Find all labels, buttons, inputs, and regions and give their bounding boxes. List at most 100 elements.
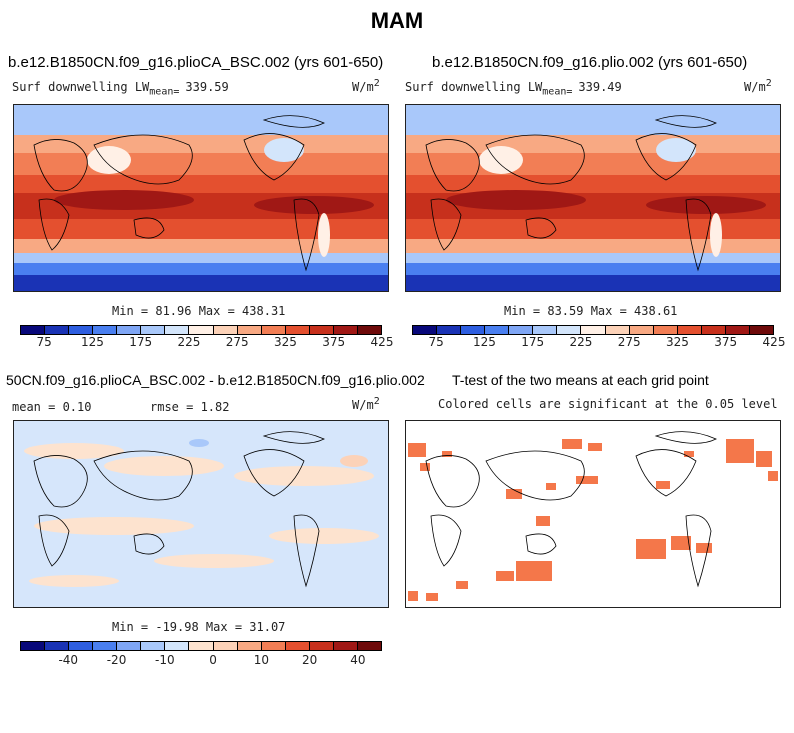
panel3-colorbar-swatch (69, 642, 94, 650)
panel2-title: b.e12.B1850CN.f09_g16.plio.002 (yrs 601-… (432, 54, 748, 71)
panel2-colorbar-tick-label: 425 (762, 335, 786, 349)
panel2-stats: Min = 83.59 Max = 438.61 (504, 304, 678, 318)
panel2-colorbar-tick-label: 375 (714, 335, 738, 349)
panel4-title: T-test of the two means at each grid poi… (452, 372, 709, 388)
panel2-colorbar-swatch (533, 326, 558, 334)
panel1-colorbar-tick-label: 125 (80, 335, 104, 349)
panel1-var-label: Surf downwelling LWmean= 339.59 (12, 80, 229, 98)
panel2-colorbar-swatch (413, 326, 438, 334)
panel1-colorbar-swatch (165, 326, 190, 334)
panel3-colorbar-swatch (117, 642, 142, 650)
panel2-colorbar-tick-label: 125 (472, 335, 496, 349)
panel2-colorbar-swatch (485, 326, 510, 334)
panel2-colorbar (412, 325, 774, 335)
panel2-var-label: Surf downwelling LWmean= 339.49 (405, 80, 622, 98)
panel4-subtitle: Colored cells are significant at the 0.0… (438, 397, 778, 411)
panel3-map (13, 420, 389, 608)
panel3-colorbar-swatch (93, 642, 118, 650)
figure-title: MAM (370, 8, 424, 33)
panel3-colorbar-swatch (309, 642, 334, 650)
panel3-colorbar-tick-label: -10 (154, 653, 175, 667)
panel1-map (13, 104, 389, 292)
panel3-rmse: rmse = 1.82 (150, 400, 230, 414)
panel1-stats: Min = 81.96 Max = 438.31 (112, 304, 286, 318)
panel3-heatmap (14, 421, 388, 607)
panel2-colorbar-swatch (653, 326, 678, 334)
panel3-title: 50CN.f09_g16.plioCA_BSC.002 - b.e12.B185… (6, 372, 425, 388)
panel3-colorbar-swatch (285, 642, 310, 650)
panel2-colorbar-swatch (581, 326, 606, 334)
panel2-colorbar-tick-label: 175 (521, 335, 545, 349)
panel3-stats: Min = -19.98 Max = 31.07 (112, 620, 286, 634)
panel3-colorbar-swatch (237, 642, 262, 650)
panel1-units: W/m2 (352, 78, 380, 94)
panel4-map (405, 420, 781, 608)
panel2-colorbar-tick-label: 75 (428, 335, 444, 349)
panel3-units: W/m2 (352, 396, 380, 412)
panel1-colorbar-swatch (357, 326, 381, 334)
panel1-colorbar-tick-label: 175 (129, 335, 153, 349)
panel1-colorbar-swatch (93, 326, 118, 334)
panel1-colorbar-swatch (189, 326, 214, 334)
panel1-colorbar-swatch (213, 326, 238, 334)
panel3-colorbar-tick-label: -40 (58, 653, 79, 667)
panel3-colorbar-swatch (141, 642, 166, 650)
panel3-colorbar-swatch (21, 642, 46, 650)
panel1-colorbar (20, 325, 382, 335)
panel3-colorbar-swatch (45, 642, 70, 650)
panel3-colorbar-tick-label: -20 (106, 653, 127, 667)
panel2-units: W/m2 (744, 78, 772, 94)
panel2-colorbar-swatch (605, 326, 630, 334)
panel1-colorbar-tick-label: 425 (370, 335, 394, 349)
panel3-colorbar-swatch (189, 642, 214, 650)
panel3-colorbar-swatch (357, 642, 381, 650)
panel3-colorbar-tick-label: 40 (350, 653, 366, 667)
panel1-colorbar-tick-label: 225 (177, 335, 201, 349)
panel2-coastlines (425, 115, 717, 272)
panel1-colorbar-swatch (261, 326, 286, 334)
panel3-colorbar-swatch (261, 642, 286, 650)
panel1-colorbar-swatch (141, 326, 166, 334)
panel2-colorbar-swatch (677, 326, 702, 334)
panel2-colorbar-swatch (749, 326, 773, 334)
panel1-heatmap (14, 105, 388, 291)
panel3-coastlines (33, 431, 325, 588)
panel4-significance-map (406, 421, 780, 607)
panel1-title: b.e12.B1850CN.f09_g16.plioCA_BSC.002 (yr… (8, 54, 384, 71)
panel1-colorbar-tick-label: 75 (36, 335, 52, 349)
panel1-colorbar-tick-label: 375 (322, 335, 346, 349)
panel3-colorbar-tick-label: 20 (301, 653, 318, 667)
panel1-colorbar-swatch (333, 326, 358, 334)
panel3-colorbar-swatch (165, 642, 190, 650)
panel1-colorbar-swatch (45, 326, 70, 334)
panel2-colorbar-tick-label: 275 (617, 335, 641, 349)
panel2-colorbar-swatch (509, 326, 534, 334)
panel2-colorbar-tick-label: 225 (569, 335, 593, 349)
panel3-colorbar-tick-label: 10 (253, 653, 269, 667)
panel2-colorbar-swatch (461, 326, 486, 334)
panel3-colorbar-swatch (333, 642, 358, 650)
panel2-colorbar-swatch (557, 326, 582, 334)
panel2-colorbar-swatch (701, 326, 726, 334)
panel3-colorbar (20, 641, 382, 651)
panel3-colorbar-tick-label: 0 (209, 653, 217, 667)
panel2-colorbar-swatch (437, 326, 462, 334)
panel3-colorbar-swatch (213, 642, 238, 650)
panel2-colorbar-swatch (629, 326, 654, 334)
panel2-map (405, 104, 781, 292)
panel2-heatmap (406, 105, 780, 291)
panel1-coastlines (33, 115, 325, 272)
panel1-colorbar-swatch (117, 326, 142, 334)
panel1-colorbar-swatch (285, 326, 310, 334)
panel1-colorbar-tick-label: 325 (274, 335, 297, 349)
panel1-colorbar-swatch (21, 326, 46, 334)
panel3-mean: mean = 0.10 (12, 400, 92, 414)
panel1-colorbar-swatch (69, 326, 94, 334)
panel4-coastlines (425, 431, 717, 588)
panel1-colorbar-swatch (309, 326, 334, 334)
panel1-colorbar-tick-label: 275 (225, 335, 249, 349)
panel1-colorbar-swatch (237, 326, 262, 334)
panel2-colorbar-swatch (725, 326, 750, 334)
panel2-colorbar-tick-label: 325 (666, 335, 689, 349)
panel4-significant-cells (408, 439, 778, 601)
